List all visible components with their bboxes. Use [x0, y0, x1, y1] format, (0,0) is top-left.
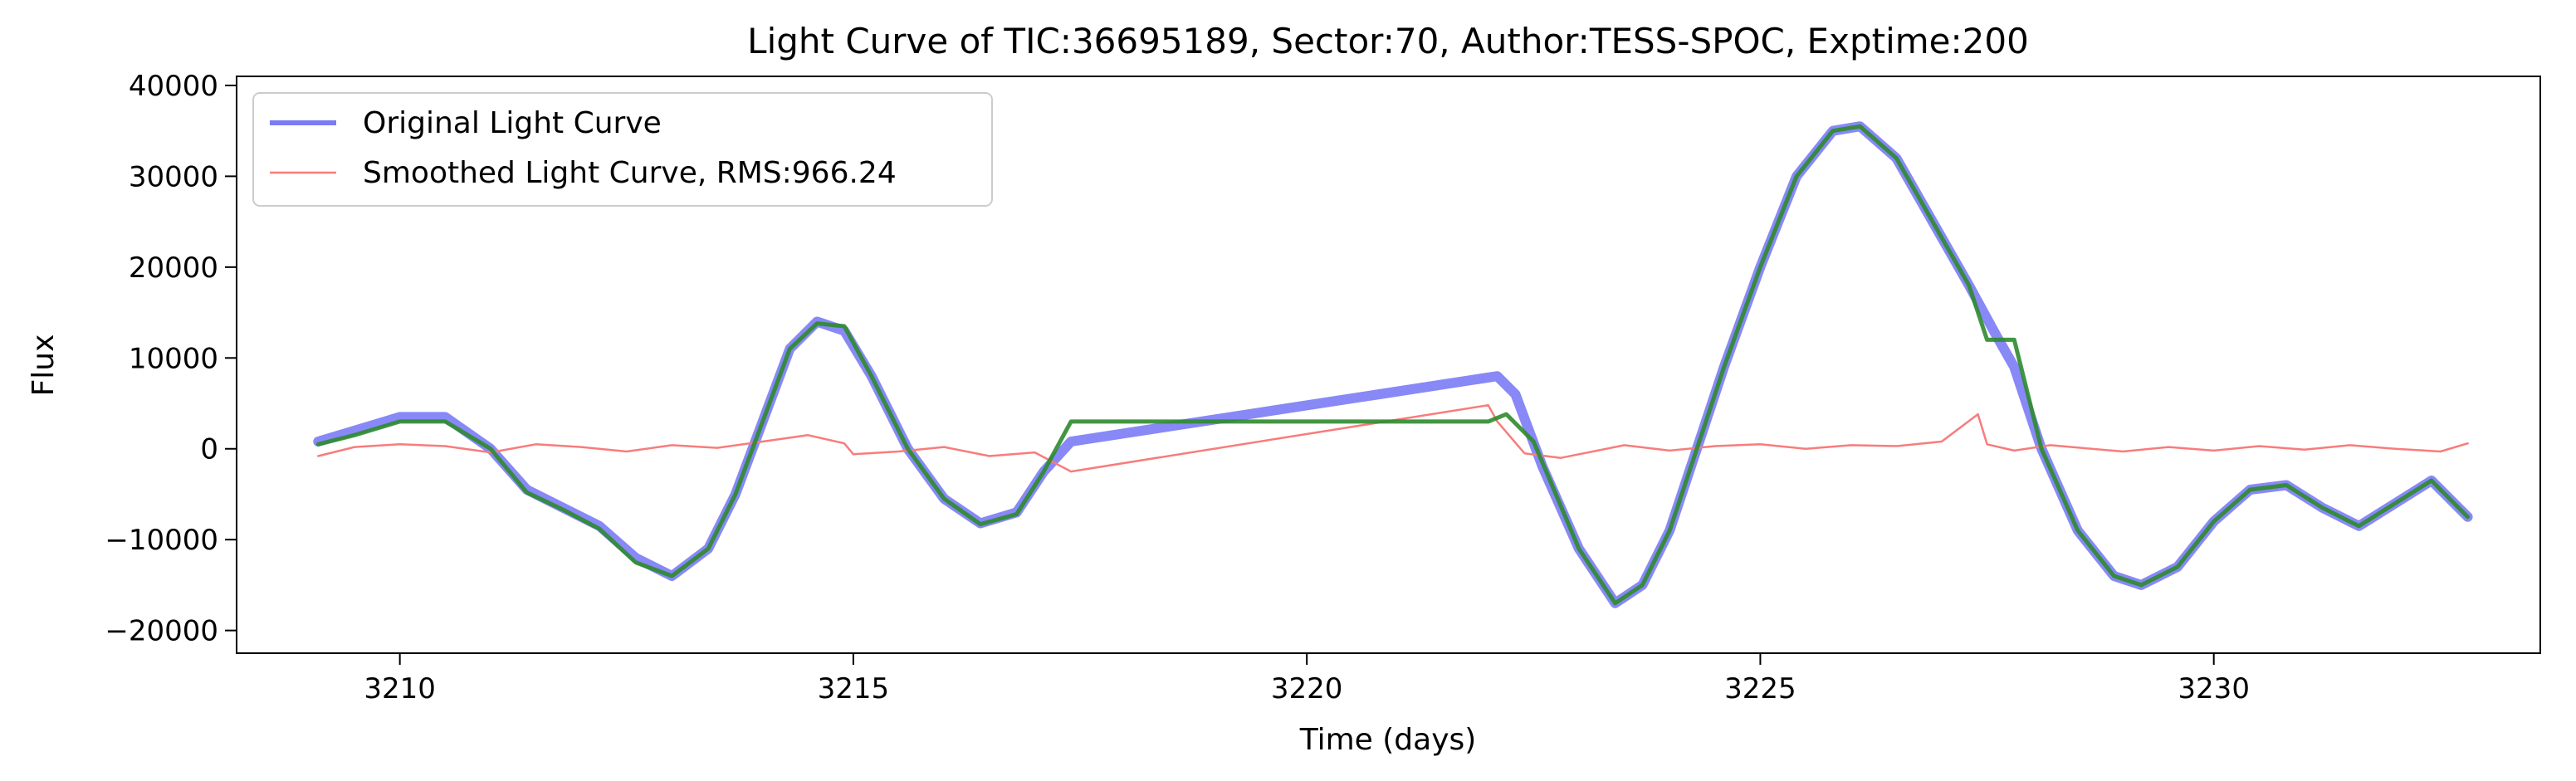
- x-axis: 3210 3215 3220 3225 3230: [364, 653, 2250, 705]
- x-tick-label: 3220: [1271, 672, 1343, 705]
- y-axis-label: Flux: [27, 334, 61, 397]
- legend: Original Light Curve Smoothed Light Curv…: [252, 92, 993, 207]
- y-tick-label: −10000: [105, 524, 218, 557]
- series-layer: [313, 121, 2473, 608]
- y-tick-label: 0: [200, 433, 218, 466]
- chart-title: Light Curve of TIC:36695189, Sector:70, …: [747, 21, 2029, 61]
- series-smoothed-light-curve: [317, 403, 2469, 473]
- plot-frame: [236, 76, 2541, 654]
- series-trend-fit: [315, 124, 2471, 606]
- x-axis-label: Time (days): [1299, 723, 1477, 757]
- y-tick-label: 30000: [129, 160, 218, 193]
- legend-box: [252, 92, 993, 207]
- y-tick-label: 20000: [129, 251, 218, 285]
- x-tick-label: 3225: [1724, 672, 1796, 705]
- y-tick-label: 40000: [129, 70, 218, 103]
- y-tick-label: 10000: [129, 342, 218, 375]
- legend-label-original: Original Light Curve: [363, 106, 662, 140]
- x-tick-label: 3230: [2178, 672, 2250, 705]
- y-tick-label: −20000: [105, 615, 218, 648]
- x-tick-label: 3210: [364, 672, 436, 705]
- legend-label-smoothed: Smoothed Light Curve, RMS:966.24: [363, 156, 897, 190]
- x-tick-label: 3215: [818, 672, 890, 705]
- y-axis: −20000 −10000 0 10000 20000 30000 40000: [105, 70, 237, 648]
